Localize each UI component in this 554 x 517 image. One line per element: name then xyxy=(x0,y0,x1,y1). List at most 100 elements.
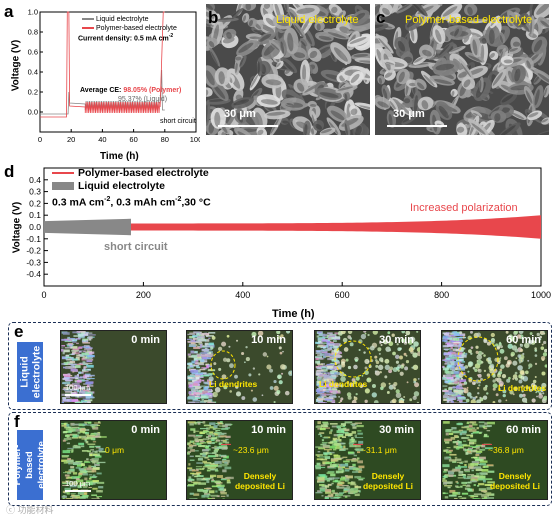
sem-b-scale-bar xyxy=(218,125,278,127)
panel-letter-c: c xyxy=(376,8,386,27)
panel-d-series xyxy=(44,215,541,239)
panel-a-ytick-label: 1.0 xyxy=(28,8,38,17)
micrograph-f-1: 10 min ~23.6 μm Densely deposited Li xyxy=(186,420,293,500)
panel-a-xlabel: Time (h) xyxy=(100,151,139,162)
micrograph-e-2: 30 min Li dendrites xyxy=(314,330,421,404)
sem-c-label: Polymer-based electrolyte xyxy=(405,14,533,26)
sem-texture-polymer xyxy=(375,4,549,135)
micrograph-e-2-time: 30 min xyxy=(379,334,414,346)
panel-d-ytick-label: 0.1 xyxy=(29,210,41,220)
panel-d-legend: Polymer-based electrolyte Liquid electro… xyxy=(52,167,209,193)
legend-polymer-d: Polymer-based electrolyte xyxy=(78,167,209,179)
micrograph-e-2-texture xyxy=(315,331,420,403)
micrograph-f-3-deposited-label: Densely deposited Li xyxy=(489,471,541,491)
liquid-series-band xyxy=(44,218,131,236)
panel-f-side-label: Polymer-based electrolyte xyxy=(12,430,47,500)
micrograph-e-2-dendrite-label: Li dendrites xyxy=(319,379,368,389)
panel-letter-a: a xyxy=(4,2,14,21)
panel-a-polymer-line xyxy=(40,11,165,118)
micrograph-e-0: 0 min 100 μm xyxy=(60,330,167,404)
panel-d-ytick-label: -0.2 xyxy=(26,246,41,256)
micrograph-f-3: 60 min ~36.8 μm Densely deposited Li xyxy=(441,420,548,500)
panel-a-ytick-label: 0.6 xyxy=(28,48,38,57)
panel-a-short-circuit: short circuit xyxy=(160,118,196,125)
panel-a-ce: Average CE: 98.05% (Polymer) 95.37% (Liq… xyxy=(80,87,182,103)
legend-polymer: Polymer-based electrolyte xyxy=(95,25,177,32)
micrograph-f-3-time: 60 min xyxy=(506,424,541,436)
micrograph-f-0-texture xyxy=(61,421,107,499)
legend-liquid: Liquid electrolyte xyxy=(95,16,149,23)
panel-d-xtick-label: 400 xyxy=(235,290,250,300)
micrograph-f-0-distance: 0 μm xyxy=(105,445,125,455)
sem-c-scale-bar xyxy=(387,125,447,127)
panel-e-side-label: Liquid electrolyte xyxy=(17,342,43,402)
panel-e-box xyxy=(8,322,552,410)
micrograph-scale-bar xyxy=(65,490,91,492)
micrograph-e-1-dendrite-label: Li dendrites xyxy=(209,379,258,389)
panel-a-ytick-label: 0.8 xyxy=(28,28,38,37)
micrograph-f-3-texture xyxy=(442,421,495,499)
panel-a-ytick-label: 0.4 xyxy=(28,68,38,77)
micrograph-f-2-distance: ~31.1 μm xyxy=(361,445,397,455)
sem-c-scale-label: 30 μm xyxy=(393,108,425,120)
micrograph-f-2-texture xyxy=(315,421,365,499)
sem-image-polymer: Polymer-based electrolyte 30 μm xyxy=(375,4,549,135)
micrograph-scale-label: 100 μm xyxy=(65,383,91,392)
micrograph-e-3: 60 min Li dendrites xyxy=(441,330,548,404)
panel-d-ytick-label: 0.2 xyxy=(29,198,41,208)
panel-a-ylabel: Voltage (V) xyxy=(10,39,22,92)
panel-a-xtick-label: 40 xyxy=(98,135,106,144)
micrograph-e-3-texture xyxy=(442,331,547,403)
panel-d-xtick-label: 0 xyxy=(41,290,46,300)
sem-b-label: Liquid electrolyte xyxy=(276,14,359,26)
micrograph-f-0: 0 min 0 μm 100 μm xyxy=(60,420,167,500)
sem-b-scale-label: 30 μm xyxy=(224,108,256,120)
panel-d-ytick-label: -0.3 xyxy=(26,257,41,267)
micrograph-scale-label: 100 μm xyxy=(65,479,91,488)
panel-a-xtick-label: 80 xyxy=(161,135,169,144)
micrograph-f-2-time: 30 min xyxy=(379,424,414,436)
micrograph-e-1: 10 min Li dendrites xyxy=(186,330,293,404)
panel-letter-d: d xyxy=(4,162,15,181)
panel-d-polarization: Increased polarization xyxy=(410,202,518,214)
micrograph-e-1-texture xyxy=(187,331,292,403)
micrograph-f-1-deposited-label: Densely deposited Li xyxy=(234,471,286,491)
micrograph-e-0-texture xyxy=(61,331,96,403)
panel-d-condition: 0.3 mA cm-2, 0.3 mAh cm-2,30 °C xyxy=(52,196,211,209)
panel-d-xtick-label: 600 xyxy=(335,290,350,300)
panel-d-ytick-label: 0.0 xyxy=(29,222,41,232)
sem-texture-liquid xyxy=(206,4,370,135)
panel-d-ytick-label: 0.3 xyxy=(29,187,41,197)
micrograph-e-3-dendrite-label: Li dendrites xyxy=(498,383,547,393)
watermark: ⓒ 功能材料 xyxy=(6,505,54,515)
micrograph-f-1-texture xyxy=(187,421,234,499)
micrograph-e-0-time: 0 min xyxy=(131,334,160,346)
panel-letter-e: e xyxy=(14,322,24,341)
panel-d-xtick-label: 1000 xyxy=(531,290,551,300)
micrograph-scale-bar xyxy=(65,394,91,396)
panel-d-ytick-label: -0.4 xyxy=(26,269,41,279)
panel-a-xtick-label: 20 xyxy=(67,135,75,144)
panel-d-ytick-label: -0.1 xyxy=(26,234,41,244)
panel-a-chart: 0 20 40 60 80 100 0.0 0.2 0.4 0.6 0.8 1.0 xyxy=(28,8,200,145)
panel-a-xtick-label: 0 xyxy=(38,135,42,144)
panel-d-short-circuit: short circuit xyxy=(104,241,168,253)
panel-a-lines xyxy=(40,11,165,118)
micrograph-f-0-time: 0 min xyxy=(131,424,160,436)
micrograph-f-3-distance: ~36.8 μm xyxy=(488,445,524,455)
panel-d-xtick-label: 800 xyxy=(434,290,449,300)
panel-a-axes: 0 20 40 60 80 100 0.0 0.2 0.4 0.6 0.8 1.0 xyxy=(28,8,200,145)
panel-letter-f: f xyxy=(14,412,20,431)
panel-d-chart: 0 200 400 600 800 1000 0.4 0.30.2 0.1 0.0 -0.1 -0.2… xyxy=(26,167,551,300)
sem-image-liquid: Liquid electrolyte 30 μm xyxy=(206,4,370,135)
panel-a-legend: Liquid electrolyte Polymer-based electro… xyxy=(82,15,177,33)
panel-letter-b: b xyxy=(208,8,219,27)
panel-a-xtick-label: 60 xyxy=(129,135,137,144)
panel-a-ytick-label: 0.0 xyxy=(28,108,38,117)
panel-d-ylabel: Voltage (V) xyxy=(11,201,23,254)
panel-a-current-density: Current density: 0.5 mA cm-2 xyxy=(78,33,174,43)
panel-d-xlabel: Time (h) xyxy=(272,308,315,320)
micrograph-e-1-time: 10 min xyxy=(251,334,286,346)
panel-a-xtick-label: 100 xyxy=(190,135,200,144)
micrograph-f-2: 30 min ~31.1 μm Densely deposited Li xyxy=(314,420,421,500)
